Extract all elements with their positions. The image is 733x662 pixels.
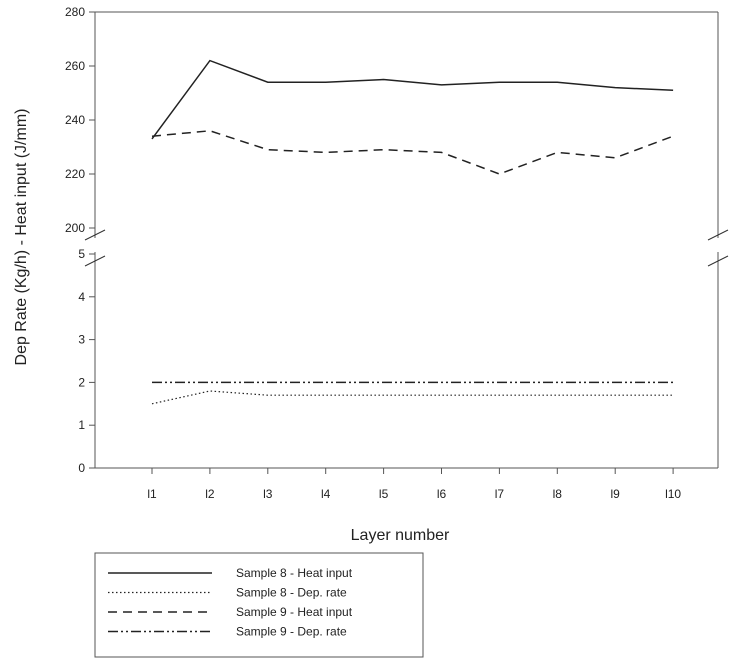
axis-break xyxy=(84,229,729,267)
legend-label: Sample 9 - Heat input xyxy=(236,605,353,619)
break-slash xyxy=(84,255,106,267)
y-tick-label: 240 xyxy=(65,113,85,127)
x-tick-label: l4 xyxy=(321,487,331,501)
x-tick-label: l7 xyxy=(495,487,505,501)
y-axis-title: Dep Rate (Kg/h) - Heat input (J/mm) xyxy=(13,109,30,366)
y-tick-label: 5 xyxy=(78,247,85,261)
x-tick-label: l1 xyxy=(147,487,157,501)
x-tick-label: l9 xyxy=(611,487,621,501)
y-tick-label: 280 xyxy=(65,5,85,19)
break-slash xyxy=(84,229,106,241)
y-tick-label: 3 xyxy=(78,333,85,347)
x-axis-title: Layer number xyxy=(351,527,450,544)
legend-box xyxy=(94,552,424,658)
x-tick-label: l6 xyxy=(437,487,447,501)
break-gap-left xyxy=(88,238,102,252)
x-tick-label: l3 xyxy=(263,487,273,501)
y-tick-label: 2 xyxy=(78,375,85,389)
break-slash xyxy=(707,229,729,241)
legend-label: Sample 8 - Dep. rate xyxy=(236,586,347,600)
y-tick-label: 1 xyxy=(78,418,85,432)
legend: Sample 8 - Heat input Sample 8 - Dep. rat… xyxy=(94,552,424,658)
x-tick-label: l10 xyxy=(665,487,681,501)
series-line-3 xyxy=(151,130,674,175)
legend-label: Sample 9 - Dep. rate xyxy=(236,625,347,639)
x-tick-label: l8 xyxy=(553,487,563,501)
y-tick-label: 200 xyxy=(65,221,85,235)
ticks: 200 220 240 260 280 0 1 2 3 4 5 l1 l2 l3 l4 l5 l6 l7 l8 l9 l… xyxy=(65,5,681,501)
y-tick-label: 4 xyxy=(78,290,85,304)
series-line-2 xyxy=(151,390,674,405)
y-tick-label: 260 xyxy=(65,59,85,73)
break-gap-right xyxy=(711,238,725,252)
series-layer xyxy=(151,59,674,405)
y-tick-label: 220 xyxy=(65,167,85,181)
series-line-1 xyxy=(151,59,674,140)
x-tick-label: l5 xyxy=(379,487,389,501)
y-tick-label: 0 xyxy=(78,461,85,475)
plot-frame xyxy=(94,11,719,469)
x-tick-label: l2 xyxy=(205,487,215,501)
legend-label: Sample 8 - Heat input xyxy=(236,566,353,580)
break-slash xyxy=(707,255,729,267)
